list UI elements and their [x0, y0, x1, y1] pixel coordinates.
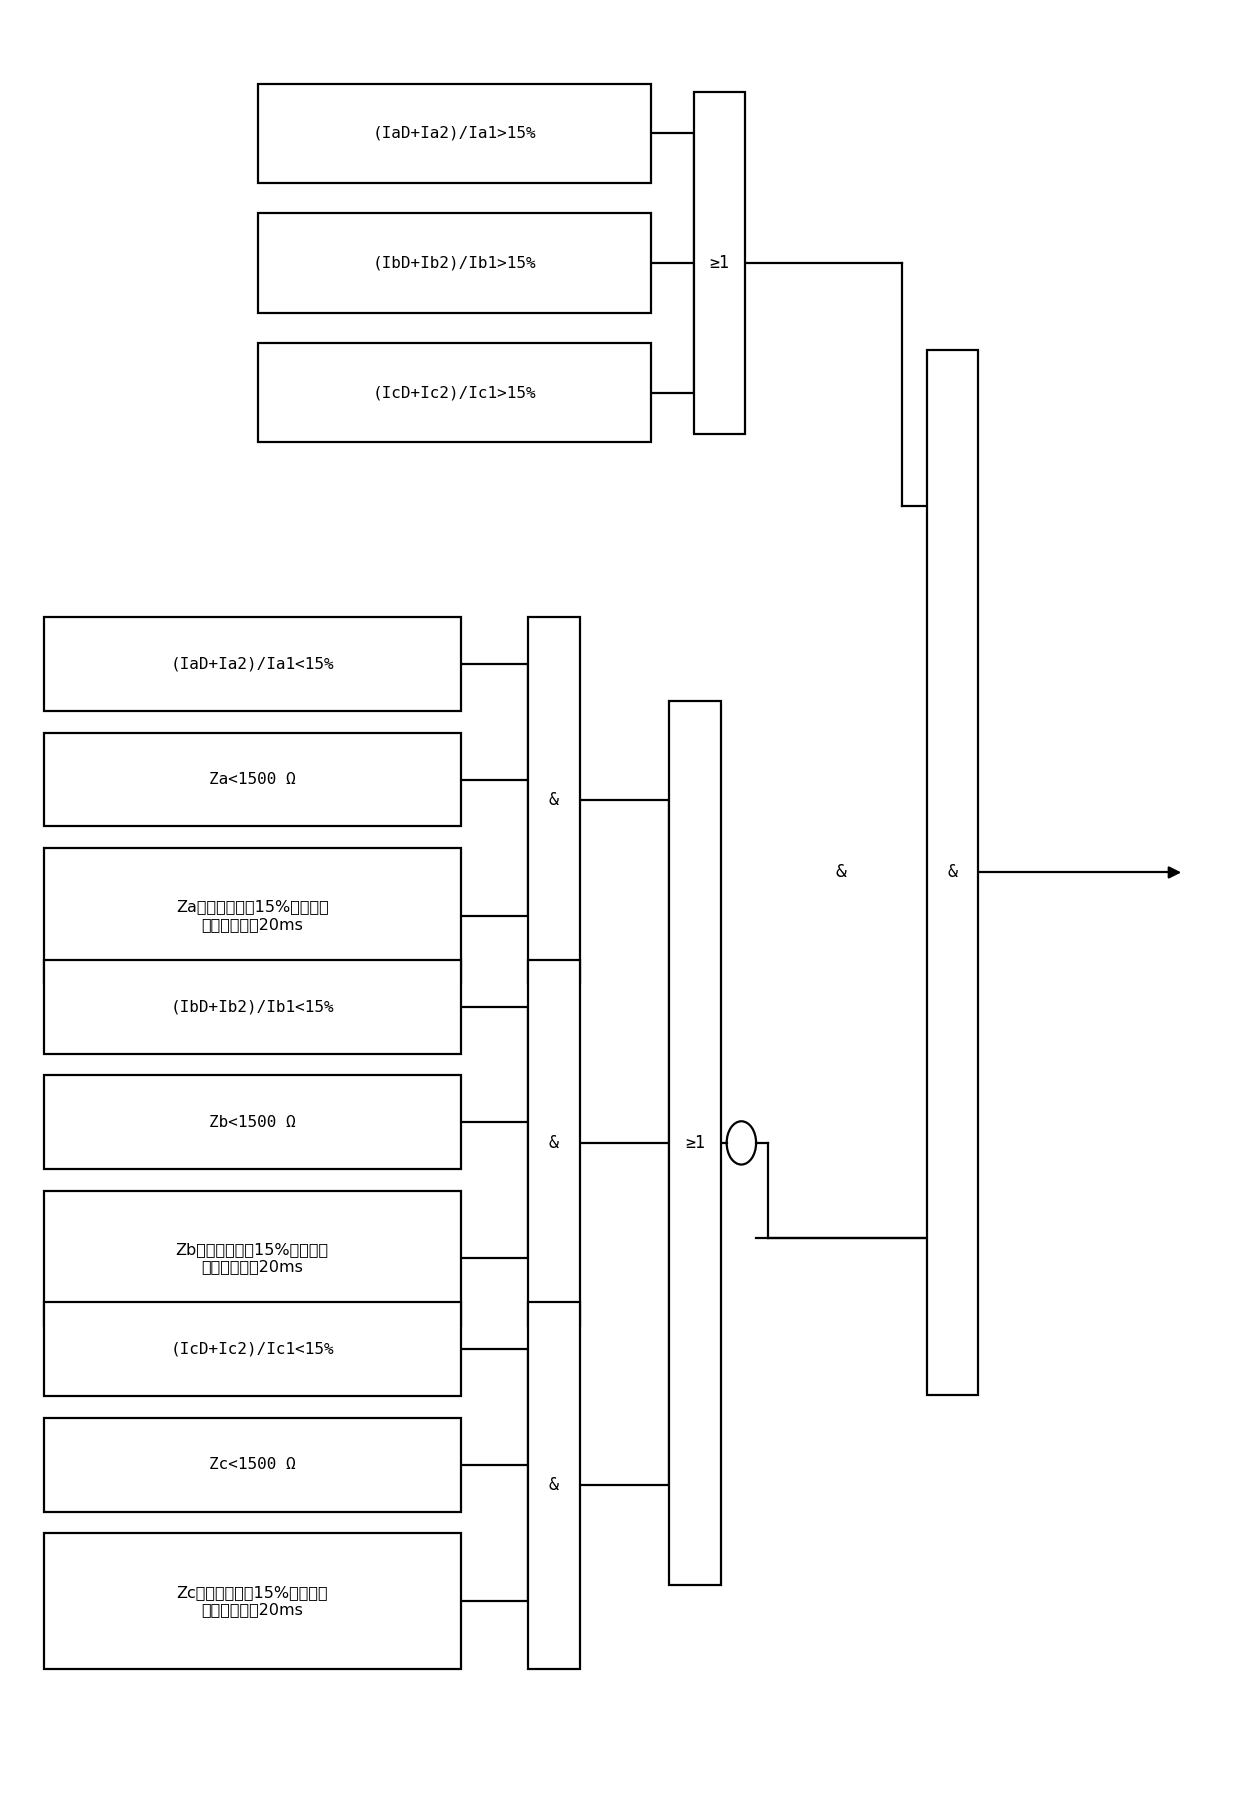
Bar — [43, 849, 460, 983]
Bar — [528, 618, 579, 983]
Text: (IaD+Ia2)/Ia1<15%: (IaD+Ia2)/Ia1<15% — [170, 656, 334, 672]
Text: &: & — [549, 1477, 559, 1495]
Bar — [926, 349, 978, 1395]
Bar — [693, 91, 745, 434]
Text: &: & — [836, 863, 846, 881]
Bar — [43, 618, 460, 710]
Bar — [43, 732, 460, 827]
Text: ≥1: ≥1 — [709, 254, 729, 273]
Bar — [258, 213, 651, 313]
Bar — [258, 343, 651, 442]
Bar — [43, 1534, 460, 1668]
Text: &: & — [549, 1134, 559, 1152]
Bar — [258, 84, 651, 184]
Text: Zc波动幅度小于15%基准值，
持续时间大于20ms: Zc波动幅度小于15%基准值， 持续时间大于20ms — [176, 1584, 327, 1617]
Bar — [43, 1303, 460, 1395]
Bar — [43, 959, 460, 1054]
Text: ≥1: ≥1 — [684, 1134, 704, 1152]
Text: (IcD+Ic2)/Ic1<15%: (IcD+Ic2)/Ic1<15% — [170, 1343, 334, 1357]
Text: Za<1500 Ω: Za<1500 Ω — [208, 772, 295, 787]
Bar — [43, 1076, 460, 1168]
Text: Za波动幅度小于15%基准值，
持续时间大于20ms: Za波动幅度小于15%基准值， 持续时间大于20ms — [176, 899, 329, 932]
Text: Zb波动幅度小于15%基准值，
持续时间大于20ms: Zb波动幅度小于15%基准值， 持续时间大于20ms — [176, 1243, 329, 1274]
Bar — [670, 701, 720, 1584]
Text: (IaD+Ia2)/Ia1>15%: (IaD+Ia2)/Ia1>15% — [373, 125, 536, 140]
Bar — [43, 1190, 460, 1326]
Text: Zc<1500 Ω: Zc<1500 Ω — [208, 1457, 295, 1472]
Bar — [43, 1417, 460, 1512]
Text: (IbD+Ib2)/Ib1>15%: (IbD+Ib2)/Ib1>15% — [373, 256, 536, 271]
Text: (IcD+Ic2)/Ic1>15%: (IcD+Ic2)/Ic1>15% — [373, 385, 536, 400]
Text: &: & — [947, 863, 957, 881]
Text: &: & — [549, 792, 559, 809]
Bar — [528, 1303, 579, 1668]
Text: Zb<1500 Ω: Zb<1500 Ω — [208, 1114, 295, 1130]
Bar — [528, 959, 579, 1326]
Text: (IbD+Ib2)/Ib1<15%: (IbD+Ib2)/Ib1<15% — [170, 999, 334, 1014]
